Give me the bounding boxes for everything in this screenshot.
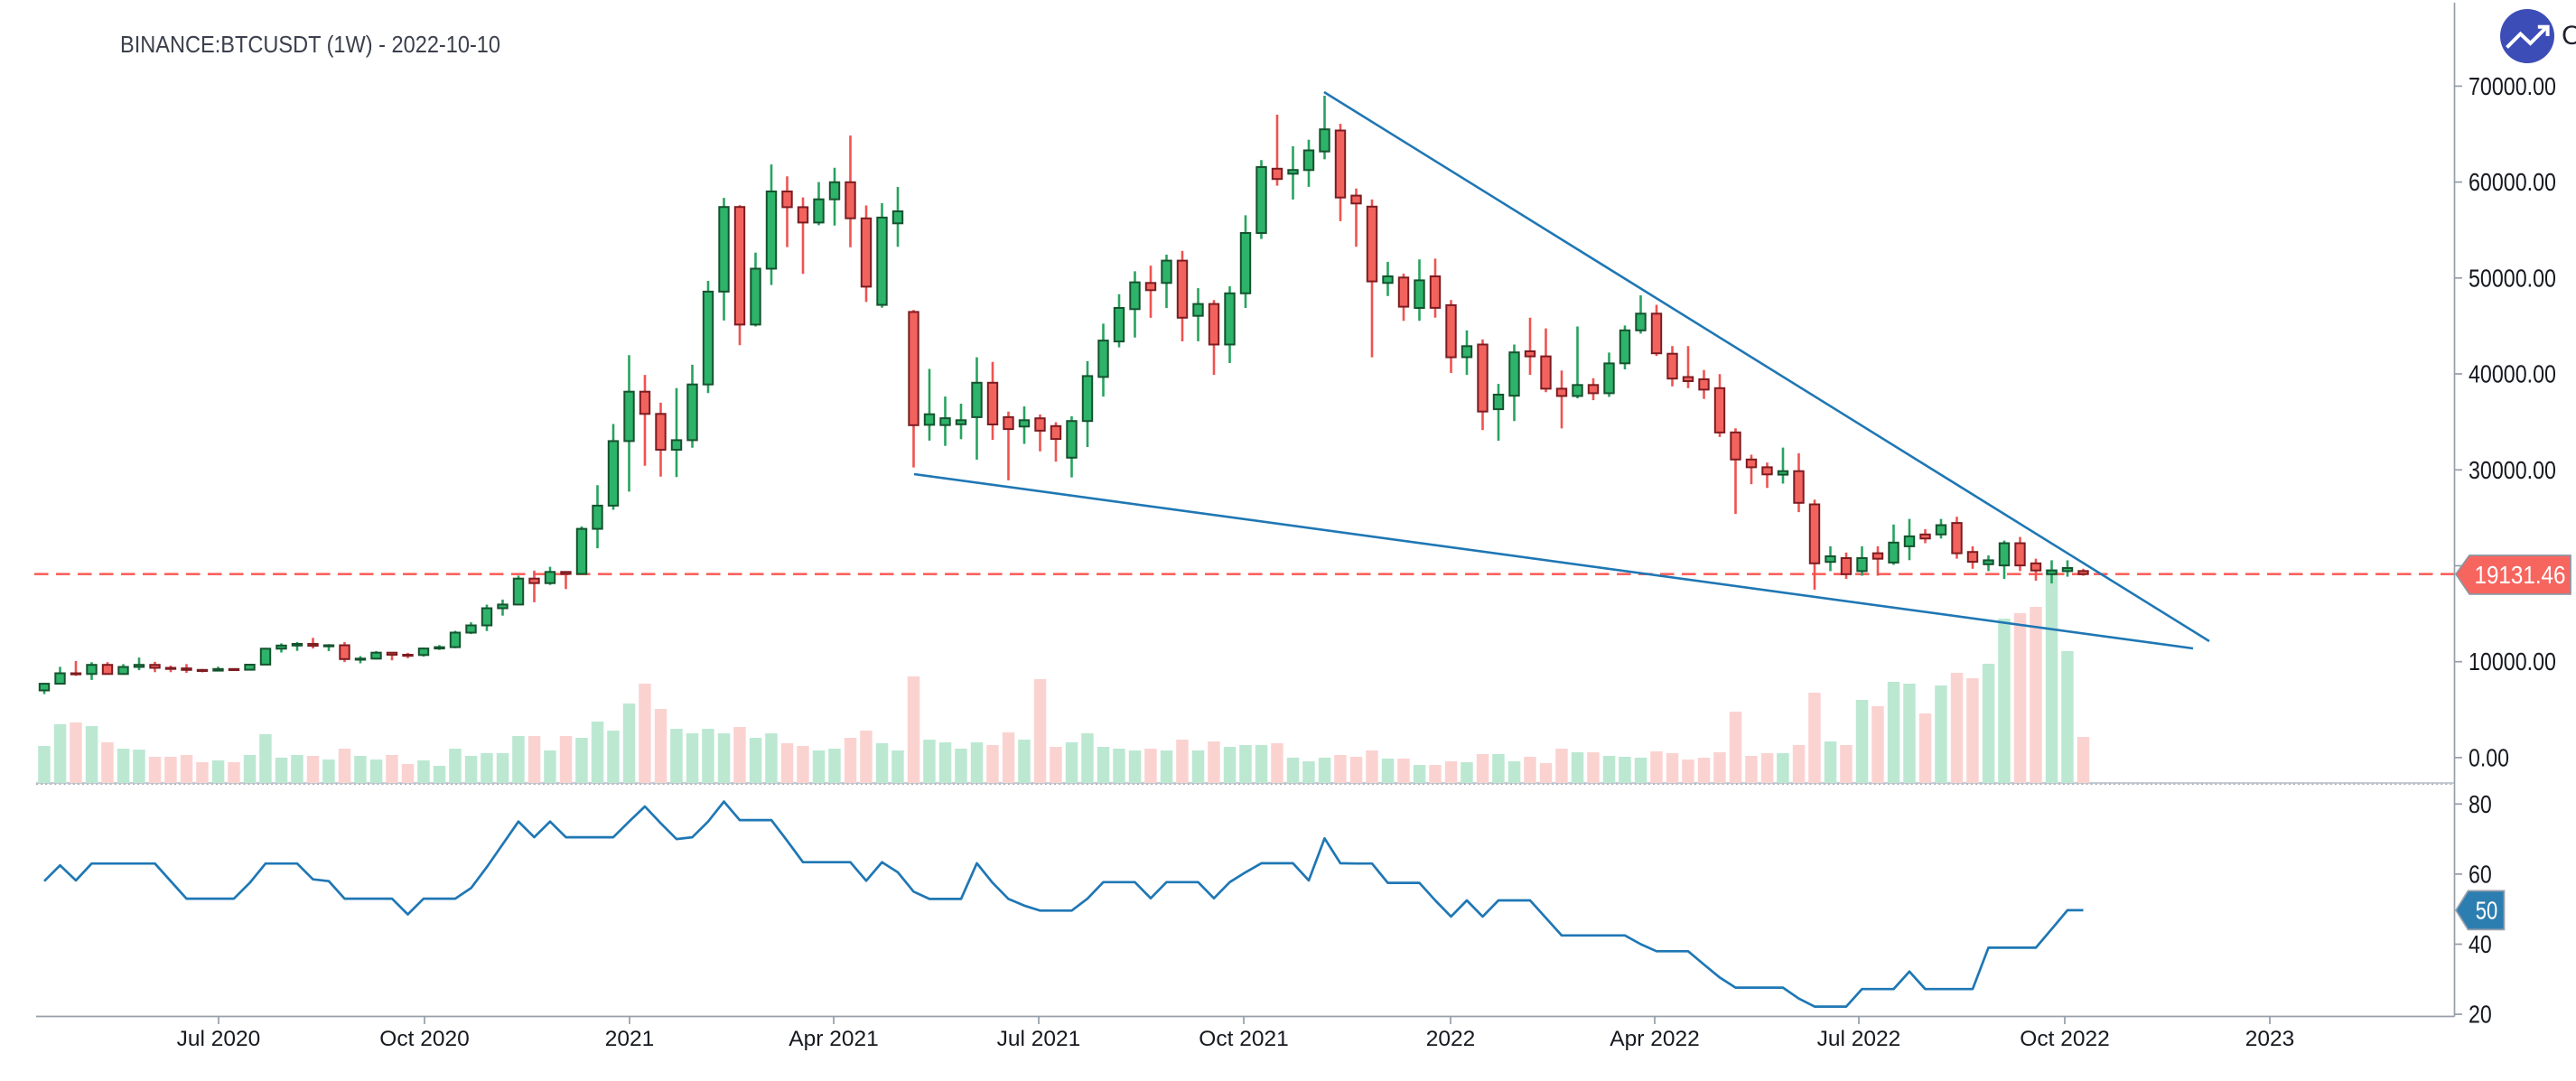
svg-text:60000.00: 60000.00 <box>2469 168 2556 196</box>
svg-text:Jul 2021: Jul 2021 <box>997 1027 1081 1051</box>
svg-text:Jul 2020: Jul 2020 <box>177 1027 261 1051</box>
svg-text:Apr 2022: Apr 2022 <box>1610 1027 1699 1051</box>
svg-text:Oct 2021: Oct 2021 <box>1199 1027 1288 1051</box>
svg-text:60: 60 <box>2469 860 2492 888</box>
svg-text:Oct 2020: Oct 2020 <box>379 1027 469 1051</box>
svg-text:Jul 2022: Jul 2022 <box>1817 1027 1901 1051</box>
svg-text:40: 40 <box>2469 930 2492 958</box>
svg-text:10000.00: 10000.00 <box>2469 648 2556 676</box>
svg-text:70000.00: 70000.00 <box>2469 72 2556 100</box>
svg-text:20: 20 <box>2469 1001 2492 1029</box>
svg-text:2022: 2022 <box>1426 1027 1476 1051</box>
svg-text:C: C <box>2562 21 2576 51</box>
svg-text:80: 80 <box>2469 790 2492 818</box>
svg-text:50: 50 <box>2476 896 2498 924</box>
svg-text:19131.46: 19131.46 <box>2475 561 2566 589</box>
svg-text:50000.00: 50000.00 <box>2469 264 2556 292</box>
svg-text:0.00: 0.00 <box>2469 743 2509 771</box>
svg-text:Oct 2022: Oct 2022 <box>2020 1027 2109 1051</box>
svg-text:40000.00: 40000.00 <box>2469 360 2556 388</box>
svg-text:Apr 2021: Apr 2021 <box>789 1027 878 1051</box>
svg-text:BINANCE:BTCUSDT (1W) - 2022-10: BINANCE:BTCUSDT (1W) - 2022-10-10 <box>120 31 500 58</box>
svg-text:30000.00: 30000.00 <box>2469 456 2556 484</box>
svg-text:2021: 2021 <box>605 1027 655 1051</box>
svg-text:2023: 2023 <box>2245 1027 2295 1051</box>
